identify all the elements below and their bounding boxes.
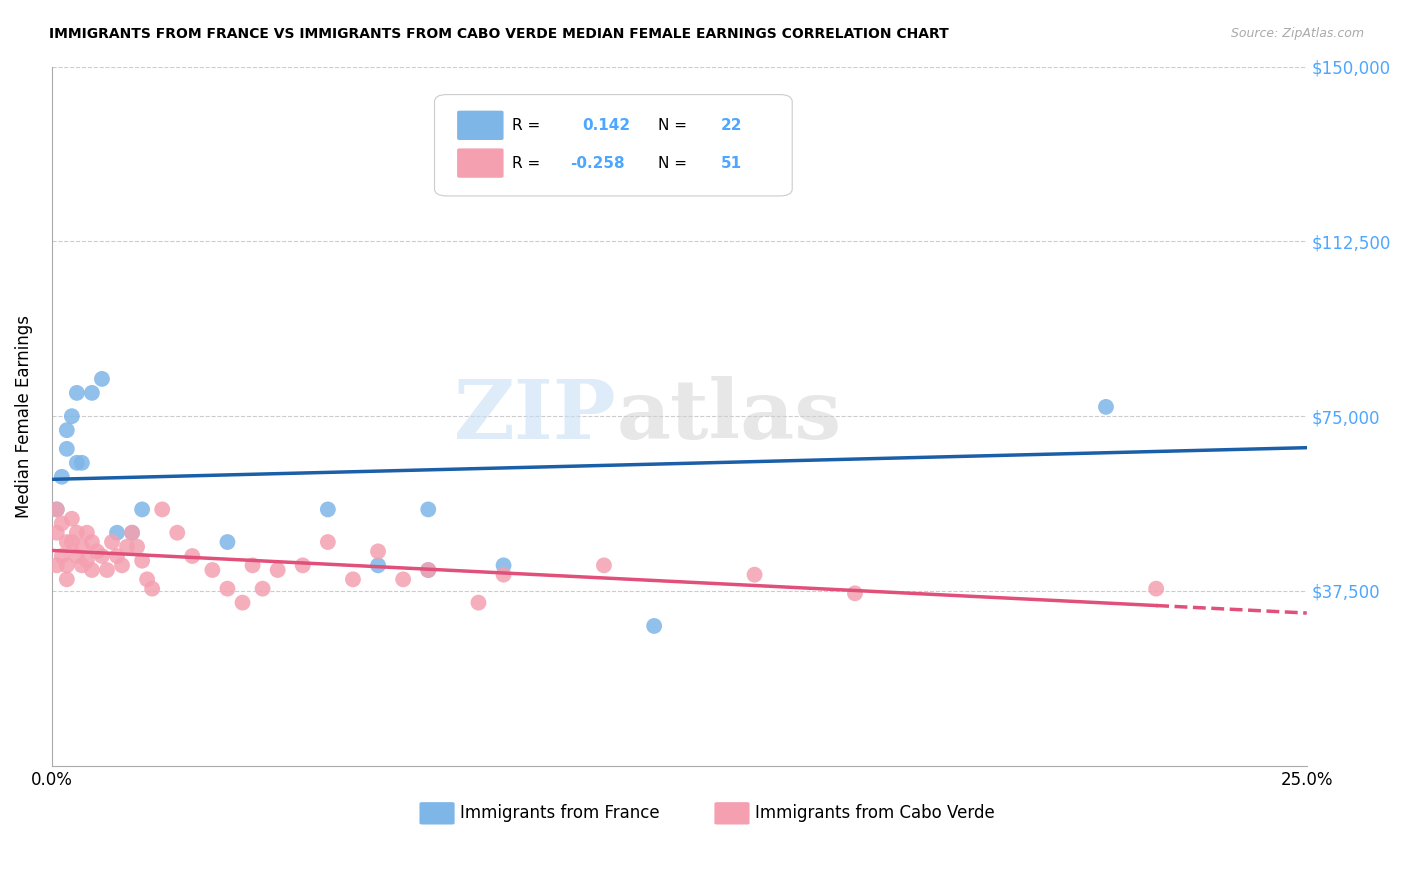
Point [80,535,103,549]
Point [45,525,67,540]
Point [80,385,103,400]
Point [70,540,93,554]
Point [51,470,73,484]
Point [392,572,415,586]
Point [121,525,143,540]
Point [56,572,79,586]
Point [231,596,253,610]
Point [492,558,515,573]
Point [66,385,89,400]
Point [131,502,153,516]
Text: -0.258: -0.258 [569,155,624,170]
Point [45,502,67,516]
Point [51,549,73,563]
Point [105,525,128,540]
Point [66,456,89,470]
Point [141,582,163,596]
Text: 22: 22 [721,118,742,133]
Point [252,582,274,596]
Text: atlas: atlas [616,376,842,456]
Text: ZIP: ZIP [454,376,616,456]
Point [201,563,224,577]
Point [316,535,339,549]
Point [91,549,114,563]
Point [66,525,89,540]
Point [86,544,108,558]
Point [643,619,665,633]
Text: 51: 51 [721,155,742,170]
Point [45,558,67,573]
Point [111,558,134,573]
Point [70,558,93,573]
Point [367,544,389,558]
Text: R =: R = [512,118,540,133]
Point [70,456,93,470]
Point [66,549,89,563]
Point [181,549,204,563]
Point [56,442,79,456]
Point [166,525,188,540]
Point [91,372,114,386]
Point [150,502,173,516]
FancyBboxPatch shape [714,802,749,824]
Point [242,558,264,573]
Point [127,540,149,554]
Point [593,558,616,573]
Point [80,563,103,577]
Point [121,525,143,540]
Point [467,596,489,610]
Point [56,558,79,573]
Text: N =: N = [658,155,688,170]
Text: 0.142: 0.142 [582,118,631,133]
Text: Immigrants from France: Immigrants from France [460,805,659,822]
Text: IMMIGRANTS FROM FRANCE VS IMMIGRANTS FROM CABO VERDE MEDIAN FEMALE EARNINGS CORR: IMMIGRANTS FROM FRANCE VS IMMIGRANTS FRO… [49,27,949,41]
Point [217,582,239,596]
Point [418,563,440,577]
Point [60,512,83,526]
Text: Immigrants from Cabo Verde: Immigrants from Cabo Verde [755,805,994,822]
Point [60,535,83,549]
Point [131,554,153,568]
Point [115,540,138,554]
Point [51,516,73,531]
Point [744,567,766,582]
Point [291,558,314,573]
Point [266,563,288,577]
Text: R =: R = [512,155,540,170]
Y-axis label: Median Female Earnings: Median Female Earnings [15,315,32,517]
Point [136,572,159,586]
Text: Source: ZipAtlas.com: Source: ZipAtlas.com [1230,27,1364,40]
Point [76,554,98,568]
Point [316,502,339,516]
FancyBboxPatch shape [457,148,503,178]
FancyBboxPatch shape [457,111,503,140]
Point [1095,400,1118,414]
Point [418,563,440,577]
Point [367,558,389,573]
Point [56,535,79,549]
Point [60,409,83,424]
FancyBboxPatch shape [419,802,454,824]
Point [1144,582,1167,596]
Point [76,525,98,540]
Point [56,423,79,437]
Point [744,176,766,190]
Point [105,549,128,563]
Text: N =: N = [658,118,688,133]
Point [492,567,515,582]
Point [342,572,364,586]
Point [96,563,118,577]
Point [101,535,124,549]
Point [844,586,866,600]
Point [418,502,440,516]
Point [217,535,239,549]
Point [45,502,67,516]
FancyBboxPatch shape [434,95,792,196]
